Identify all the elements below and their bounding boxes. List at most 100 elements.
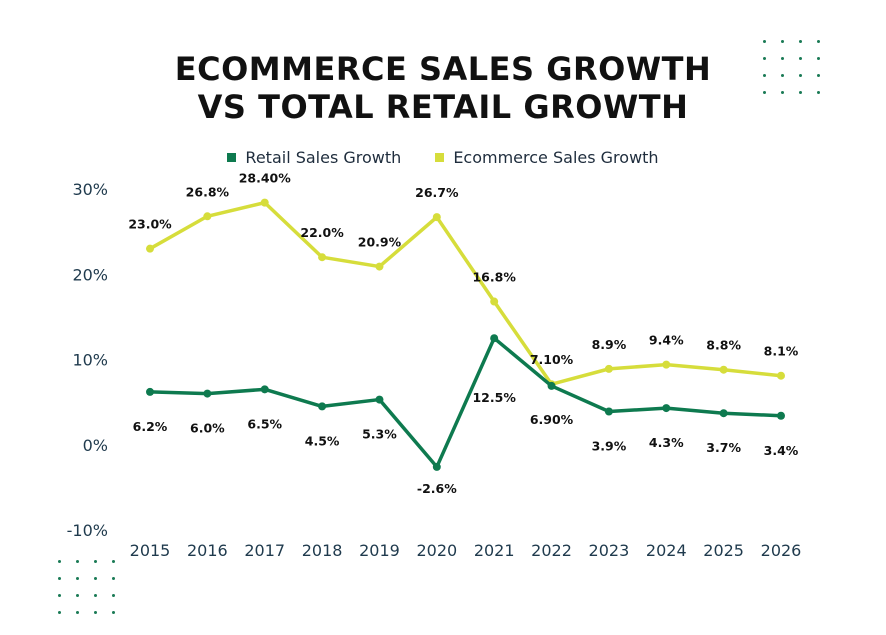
decorative-dot — [781, 74, 784, 77]
data-label-ecommerce: 26.8% — [186, 184, 230, 199]
chart-title: ECOMMERCE SALES GROWTH VS TOTAL RETAIL G… — [0, 50, 886, 126]
decorative-dot — [781, 91, 784, 94]
x-tick-label: 2016 — [187, 541, 228, 560]
data-point-ecommerce — [777, 371, 785, 380]
data-point-retail — [146, 387, 154, 396]
y-tick-label: 20% — [72, 265, 108, 284]
decorative-dot — [112, 611, 115, 614]
x-tick-label: 2018 — [302, 541, 343, 560]
data-label-retail: 5.3% — [362, 427, 397, 442]
data-point-retail — [375, 395, 384, 404]
data-point-ecommerce — [203, 212, 212, 221]
x-tick-label: 2021 — [474, 541, 515, 560]
decorative-dot — [817, 40, 820, 43]
data-point-ecommerce — [260, 198, 269, 207]
data-label-ecommerce: 26.7% — [415, 185, 459, 200]
data-point-retail — [777, 411, 785, 420]
decorative-dot — [58, 560, 61, 563]
data-label-retail: 6.0% — [190, 421, 225, 436]
decorative-dot — [94, 560, 97, 563]
data-point-retail — [662, 404, 671, 413]
chart-legend: Retail Sales Growth Ecommerce Sales Grow… — [0, 148, 886, 167]
data-label-ecommerce: 16.8% — [472, 270, 516, 285]
x-tick-label: 2026 — [761, 541, 802, 560]
decorative-dot — [781, 40, 784, 43]
decorative-dot-grid-bottom — [58, 560, 115, 614]
decorative-dot — [94, 611, 97, 614]
data-label-ecommerce: 8.1% — [764, 344, 799, 359]
data-label-retail: 3.7% — [706, 440, 741, 455]
data-point-retail — [604, 407, 613, 416]
decorative-dot — [76, 594, 79, 597]
decorative-dot — [58, 594, 61, 597]
data-label-ecommerce: 28.40% — [239, 171, 292, 186]
data-label-ecommerce: 20.9% — [358, 235, 402, 250]
y-tick-label: -10% — [67, 521, 108, 540]
decorative-dot — [799, 40, 802, 43]
data-point-ecommerce — [604, 364, 613, 373]
decorative-dot — [112, 594, 115, 597]
data-point-retail — [490, 334, 499, 343]
decorative-dot — [817, 57, 820, 60]
data-label-ecommerce: 22.0% — [300, 225, 344, 240]
data-point-ecommerce — [318, 253, 327, 262]
x-tick-label: 2025 — [703, 541, 744, 560]
decorative-dot — [817, 74, 820, 77]
data-label-retail: 6.5% — [247, 416, 282, 431]
decorative-dot — [781, 57, 784, 60]
data-point-retail — [719, 409, 728, 418]
decorative-dot — [58, 577, 61, 580]
data-label-retail: 4.5% — [305, 433, 340, 448]
series-line-ecommerce — [148, 200, 783, 386]
data-point-ecommerce — [146, 244, 154, 253]
decorative-dot — [58, 611, 61, 614]
data-label-ecommerce: 8.8% — [706, 338, 741, 353]
data-label-retail: 12.5% — [472, 390, 516, 405]
legend-swatch-ecommerce — [435, 153, 445, 162]
x-tick-label: 2015 — [130, 541, 171, 560]
data-point-retail — [260, 385, 269, 394]
decorative-dot — [817, 91, 820, 94]
data-label-retail: 3.9% — [592, 439, 627, 454]
decorative-dot — [763, 57, 766, 60]
data-label-retail: 3.4% — [764, 443, 799, 458]
data-point-retail — [203, 389, 212, 398]
decorative-dot — [799, 57, 802, 60]
data-label-ecommerce: 8.9% — [592, 337, 627, 352]
data-label-ecommerce: 23.0% — [128, 217, 172, 232]
series-line-retail — [148, 336, 783, 469]
legend-swatch-retail — [227, 153, 237, 162]
x-tick-label: 2022 — [531, 541, 572, 560]
x-tick-label: 2023 — [589, 541, 630, 560]
data-point-ecommerce — [662, 360, 671, 369]
decorative-dot — [94, 577, 97, 580]
y-tick-label: 30% — [72, 180, 108, 199]
data-point-retail — [318, 402, 327, 411]
decorative-dot — [76, 560, 79, 563]
legend-label-ecommerce: Ecommerce Sales Growth — [453, 148, 659, 167]
legend-item-ecommerce: Ecommerce Sales Growth — [435, 148, 659, 167]
x-tick-label: 2017 — [244, 541, 285, 560]
decorative-dot — [763, 91, 766, 94]
data-label-retail: 6.2% — [133, 419, 168, 434]
decorative-dot-grid-top — [763, 40, 820, 94]
data-label-retail: -2.6% — [417, 481, 457, 496]
legend-label-retail: Retail Sales Growth — [245, 148, 402, 167]
decorative-dot — [799, 91, 802, 94]
title-line-1: ECOMMERCE SALES GROWTH — [174, 50, 712, 88]
data-label-ecommerce: 9.4% — [649, 333, 684, 348]
decorative-dot — [112, 577, 115, 580]
data-label-retail: 4.3% — [649, 435, 684, 450]
y-tick-label: 0% — [83, 436, 108, 455]
decorative-dot — [76, 611, 79, 614]
x-tick-label: 2024 — [646, 541, 687, 560]
decorative-dot — [799, 74, 802, 77]
decorative-dot — [112, 560, 115, 563]
x-tick-label: 2020 — [416, 541, 457, 560]
legend-item-retail: Retail Sales Growth — [227, 148, 401, 167]
data-point-ecommerce — [432, 213, 441, 222]
data-point-ecommerce — [490, 297, 499, 306]
data-label-ecommerce: 7.10% — [530, 352, 574, 367]
y-tick-label: 10% — [72, 351, 108, 370]
